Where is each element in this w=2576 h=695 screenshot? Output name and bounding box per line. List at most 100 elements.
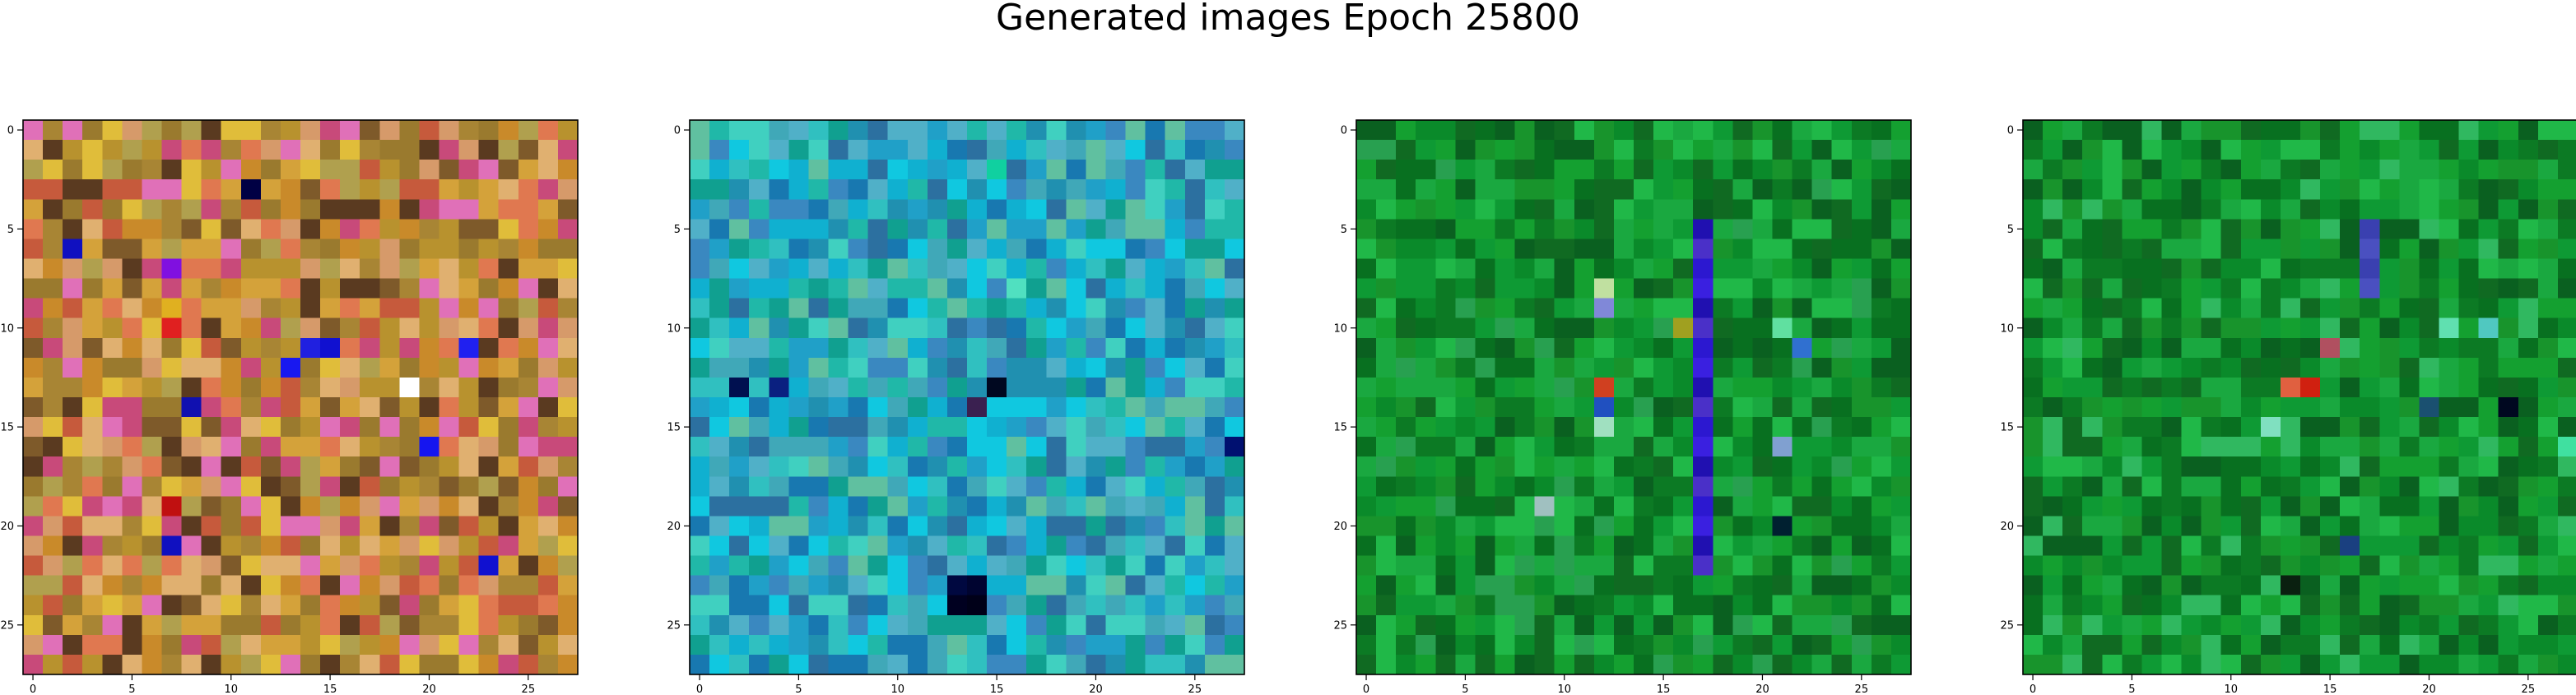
x-tick-label: 20 [1755, 683, 1769, 695]
heatmap-cell [458, 317, 480, 339]
heatmap-cell [1514, 357, 1536, 378]
heatmap-cell [2498, 516, 2519, 537]
heatmap-cell [690, 496, 710, 517]
heatmap-cell [1475, 199, 1496, 220]
y-tick-label: 25 [667, 619, 681, 632]
heatmap-cell [1046, 317, 1067, 339]
heatmap-cell [1356, 516, 1377, 537]
heatmap-cell [2320, 278, 2341, 299]
heatmap-cell [142, 595, 163, 616]
heatmap-cell [280, 258, 301, 280]
heatmap-cell [2181, 298, 2202, 319]
heatmap-cell [557, 437, 579, 457]
heatmap-cell [280, 120, 301, 141]
heatmap-cell [537, 298, 559, 319]
heatmap-cell [907, 140, 928, 160]
heatmap-cell [419, 317, 440, 339]
heatmap-cell [439, 535, 460, 557]
heatmap-cell [1653, 120, 1674, 141]
heatmap-cell [1105, 456, 1127, 477]
heatmap-cell [2220, 496, 2242, 517]
heatmap-cell [987, 160, 1007, 180]
heatmap-cell [1772, 258, 1793, 280]
heatmap-cell [518, 298, 539, 319]
heatmap-cell [122, 298, 143, 319]
heatmap-cell [181, 179, 202, 200]
heatmap-cell [2518, 140, 2539, 160]
heatmap-cell [2300, 120, 2321, 141]
heatmap-cell [1086, 575, 1107, 596]
heatmap-cell [260, 140, 281, 160]
heatmap-cell [2478, 397, 2499, 418]
heatmap-cell [2280, 199, 2301, 220]
heatmap-cell [1356, 496, 1377, 517]
heatmap-cell [1396, 337, 1416, 359]
heatmap-cell [161, 456, 183, 477]
heatmap-cell [2043, 397, 2063, 418]
heatmap-cell [1713, 377, 1733, 398]
heatmap-cell [1416, 535, 1436, 557]
heatmap-cell [2023, 535, 2044, 557]
heatmap-cell [201, 397, 222, 418]
heatmap-cell [1026, 258, 1047, 280]
heatmap-cell [1554, 258, 1575, 280]
heatmap-cell [1890, 179, 1912, 200]
heatmap-cell [2141, 654, 2163, 675]
heatmap-cell [2023, 456, 2044, 477]
heatmap-cell [1792, 120, 1813, 141]
heatmap-cell [2300, 239, 2321, 260]
heatmap-cell [828, 298, 849, 319]
heatmap-cell [63, 476, 83, 497]
heatmap-cell [1086, 535, 1107, 557]
heatmap-cell [1792, 199, 1813, 220]
heatmap-cell [161, 199, 183, 220]
heatmap-cell [2320, 298, 2341, 319]
heatmap-cell [1224, 337, 1245, 359]
heatmap-cell [1376, 516, 1397, 537]
heatmap-cell [2557, 140, 2576, 160]
heatmap-cell [1204, 595, 1225, 616]
heatmap-cell [161, 160, 183, 180]
heatmap-cell [1593, 634, 1615, 656]
heatmap-cell [161, 377, 183, 398]
heatmap-cell [340, 437, 360, 457]
heatmap-cell [2082, 239, 2103, 260]
heatmap-cell [2340, 614, 2360, 636]
heatmap-cell [122, 219, 143, 240]
heatmap-cell [1752, 239, 1774, 260]
heatmap-cell [729, 535, 750, 557]
heatmap-cell [260, 160, 281, 180]
heatmap-cell [2043, 160, 2063, 180]
heatmap-cell [1165, 535, 1186, 557]
heatmap-cell [1851, 357, 1872, 378]
heatmap-cell [2260, 160, 2281, 180]
heatmap-cell [2439, 239, 2460, 260]
heatmap-cell [1145, 654, 1166, 675]
heatmap-cell [1455, 516, 1476, 537]
heatmap-cell [240, 140, 262, 160]
heatmap-cell [1534, 595, 1555, 616]
heatmap-cell [1046, 357, 1067, 378]
heatmap-cell [181, 437, 202, 457]
heatmap-cell [240, 278, 262, 299]
heatmap-cell [2458, 437, 2480, 457]
heatmap-cell [1184, 397, 1206, 418]
heatmap-cell [2478, 634, 2499, 656]
heatmap-cell [43, 476, 63, 497]
heatmap-cell [1145, 516, 1166, 537]
heatmap-cell [967, 337, 988, 359]
heatmap-cell [1613, 456, 1634, 477]
heatmap-cell [1890, 199, 1912, 220]
heatmap-cell [2518, 278, 2539, 299]
heatmap-cell [1792, 219, 1813, 240]
heatmap-cell [1356, 535, 1377, 557]
heatmap-cell [360, 397, 380, 418]
heatmap-cell [1673, 377, 1694, 398]
heatmap-cell [1455, 555, 1476, 577]
heatmap-cell [2062, 219, 2083, 240]
heatmap-cell [1514, 160, 1536, 180]
heatmap-cell [709, 179, 730, 200]
heatmap-cell [2340, 456, 2360, 477]
heatmap-cell [1634, 535, 1654, 557]
heatmap-cell [1752, 476, 1774, 497]
